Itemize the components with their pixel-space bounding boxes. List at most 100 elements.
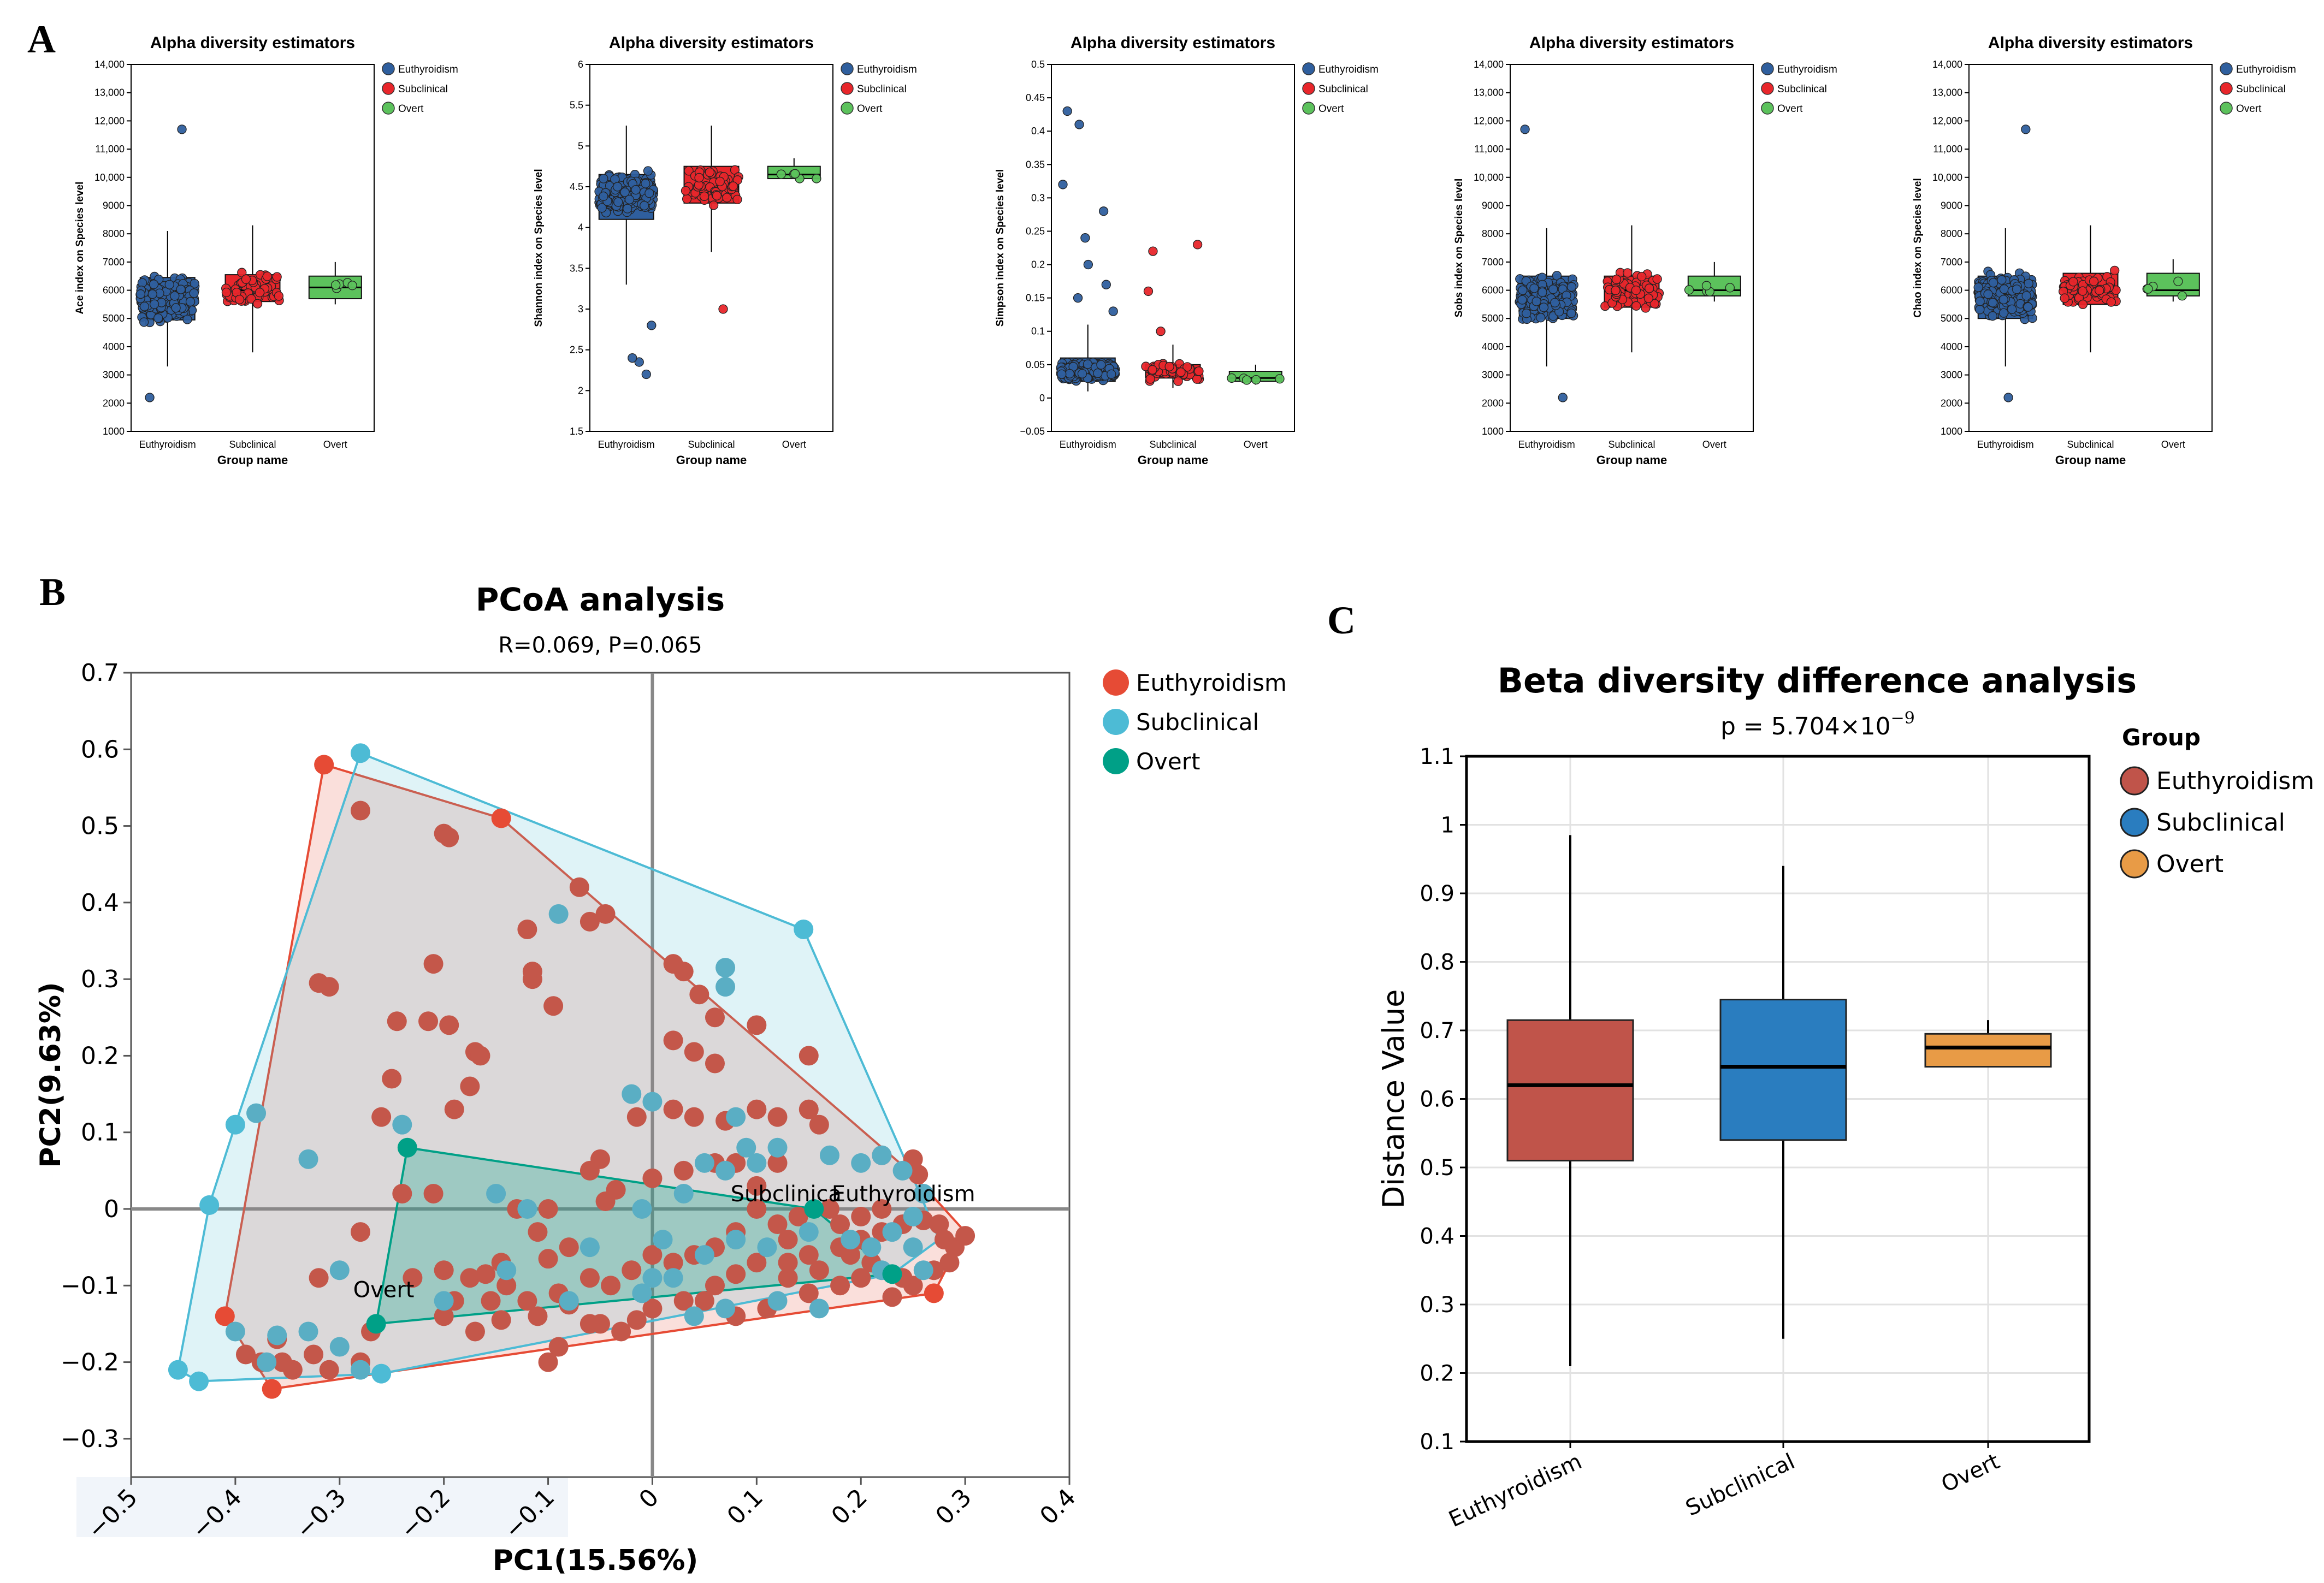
point-subclinical — [298, 1321, 318, 1342]
alpha-point — [182, 315, 192, 324]
alpha-y-tick-label: 14,000 — [1932, 59, 1962, 70]
alpha-point — [1518, 285, 1528, 295]
alpha-point — [1649, 299, 1659, 309]
point-euthyroidism — [778, 1268, 798, 1288]
alpha-point — [1645, 283, 1654, 293]
alpha-point — [631, 185, 641, 195]
point-subclinical — [673, 1183, 694, 1203]
alpha-point — [1522, 309, 1531, 318]
alpha-title: Alpha diversity estimators — [1071, 34, 1275, 52]
alpha-y-tick-label: 9000 — [1482, 200, 1504, 211]
alpha-y-tick-label: −0.05 — [1020, 426, 1045, 437]
beta-x-tick-label: Subclinical — [1682, 1449, 1799, 1521]
point-euthyroidism — [955, 1226, 975, 1246]
point-euthyroidism — [788, 1207, 808, 1227]
point-subclinical — [168, 1360, 188, 1380]
pcoa-x-tick-label: 0 — [634, 1484, 664, 1514]
point-euthyroidism — [387, 1011, 407, 1031]
alpha-y-axis-label: Shannon index on Species level — [533, 169, 545, 327]
point-subclinical — [329, 1337, 350, 1357]
point-subclinical — [642, 1268, 663, 1288]
alpha-point — [2003, 393, 2013, 402]
alpha-point — [2106, 297, 2116, 307]
beta-x-tick-label: Euthyroidism — [1445, 1449, 1586, 1532]
alpha-legend-marker — [1761, 102, 1774, 115]
point-euthyroidism — [799, 1046, 819, 1066]
point-euthyroidism — [819, 1199, 839, 1219]
pcoa-y-tick-label: 0.7 — [81, 659, 119, 687]
alpha-point — [1998, 294, 2008, 305]
alpha-point — [682, 194, 692, 204]
alpha-point — [1701, 281, 1712, 290]
alpha-point — [2078, 299, 2088, 310]
alpha-point — [1065, 369, 1075, 379]
alpha-point — [1173, 376, 1183, 386]
alpha-point — [241, 274, 251, 284]
beta-y-tick-label: 0.2 — [1420, 1361, 1454, 1386]
alpha-point — [1145, 374, 1155, 384]
alpha-x-tick-label: Overt — [2161, 439, 2185, 450]
alpha-y-tick-label: 8000 — [1482, 228, 1504, 239]
alpha-point — [705, 167, 715, 177]
alpha-y-tick-label: 0.4 — [1031, 126, 1045, 137]
point-subclinical — [809, 1299, 829, 1319]
point-subclinical — [559, 1291, 579, 1311]
alpha-point — [177, 124, 187, 134]
point-subclinical — [684, 1306, 704, 1326]
alpha-point — [330, 280, 341, 290]
point-euthyroidism — [684, 1107, 704, 1127]
alpha-y-tick-label: 10,000 — [1474, 172, 1504, 183]
beta-y-tick-label: 0.8 — [1420, 950, 1454, 975]
alpha-x-axis-label: Group name — [1138, 453, 1209, 467]
alpha-legend-marker — [2220, 62, 2233, 75]
point-euthyroidism — [392, 1183, 412, 1203]
alpha-title: Alpha diversity estimators — [150, 34, 355, 52]
alpha-point — [708, 200, 719, 210]
alpha-legend-marker — [382, 62, 395, 75]
point-subclinical — [517, 1199, 537, 1219]
alpha-point — [776, 169, 786, 179]
point-euthyroidism — [799, 1245, 819, 1265]
alpha-point — [634, 357, 644, 367]
point-euthyroidism — [309, 1268, 329, 1288]
alpha-point — [1558, 393, 1568, 402]
point-subclinical — [329, 1260, 350, 1280]
alpha-y-tick-label: 5000 — [103, 313, 125, 324]
point-euthyroidism — [882, 1287, 902, 1307]
alpha-point — [694, 173, 704, 183]
beta-y-tick-label: 0.3 — [1420, 1293, 1454, 1318]
beta-y-tick-label: 0.9 — [1420, 881, 1454, 906]
alpha-x-tick-label: Euthyroidism — [139, 439, 196, 450]
alpha-point — [1641, 303, 1651, 313]
alpha-y-tick-label: 9000 — [103, 200, 125, 211]
point-subclinical — [189, 1371, 209, 1391]
point-subclinical — [851, 1153, 871, 1173]
point-subclinical — [747, 1153, 767, 1173]
point-euthyroidism — [543, 996, 564, 1016]
point-subclinical — [434, 1291, 454, 1311]
alpha-point — [234, 294, 245, 305]
pcoa-legend-marker — [1103, 669, 1129, 696]
alpha-point — [2023, 302, 2033, 312]
alpha-point — [237, 268, 247, 277]
point-overt — [397, 1137, 417, 1158]
alpha-point — [1057, 369, 1067, 379]
alpha-y-tick-label: 0.15 — [1026, 293, 1045, 304]
alpha-y-tick-label: 0.2 — [1031, 259, 1045, 270]
point-euthyroidism — [673, 1160, 694, 1181]
alpha-point — [171, 303, 181, 313]
alpha-point — [1652, 274, 1662, 284]
alpha-point — [1548, 284, 1558, 294]
alpha-point — [1241, 375, 1252, 385]
point-subclinical — [872, 1145, 892, 1165]
alpha-point — [1725, 283, 1735, 293]
point-subclinical — [653, 1230, 673, 1250]
alpha-point — [2060, 293, 2069, 303]
beta-subtitle: p = 5.704×10−9 — [1720, 709, 1915, 740]
alpha-point — [246, 294, 256, 304]
alpha-point — [790, 169, 800, 179]
alpha-y-tick-label: 11,000 — [95, 144, 125, 155]
point-euthyroidism — [460, 1076, 480, 1096]
alpha-point — [639, 200, 649, 211]
alpha-title: Alpha diversity estimators — [609, 34, 814, 52]
